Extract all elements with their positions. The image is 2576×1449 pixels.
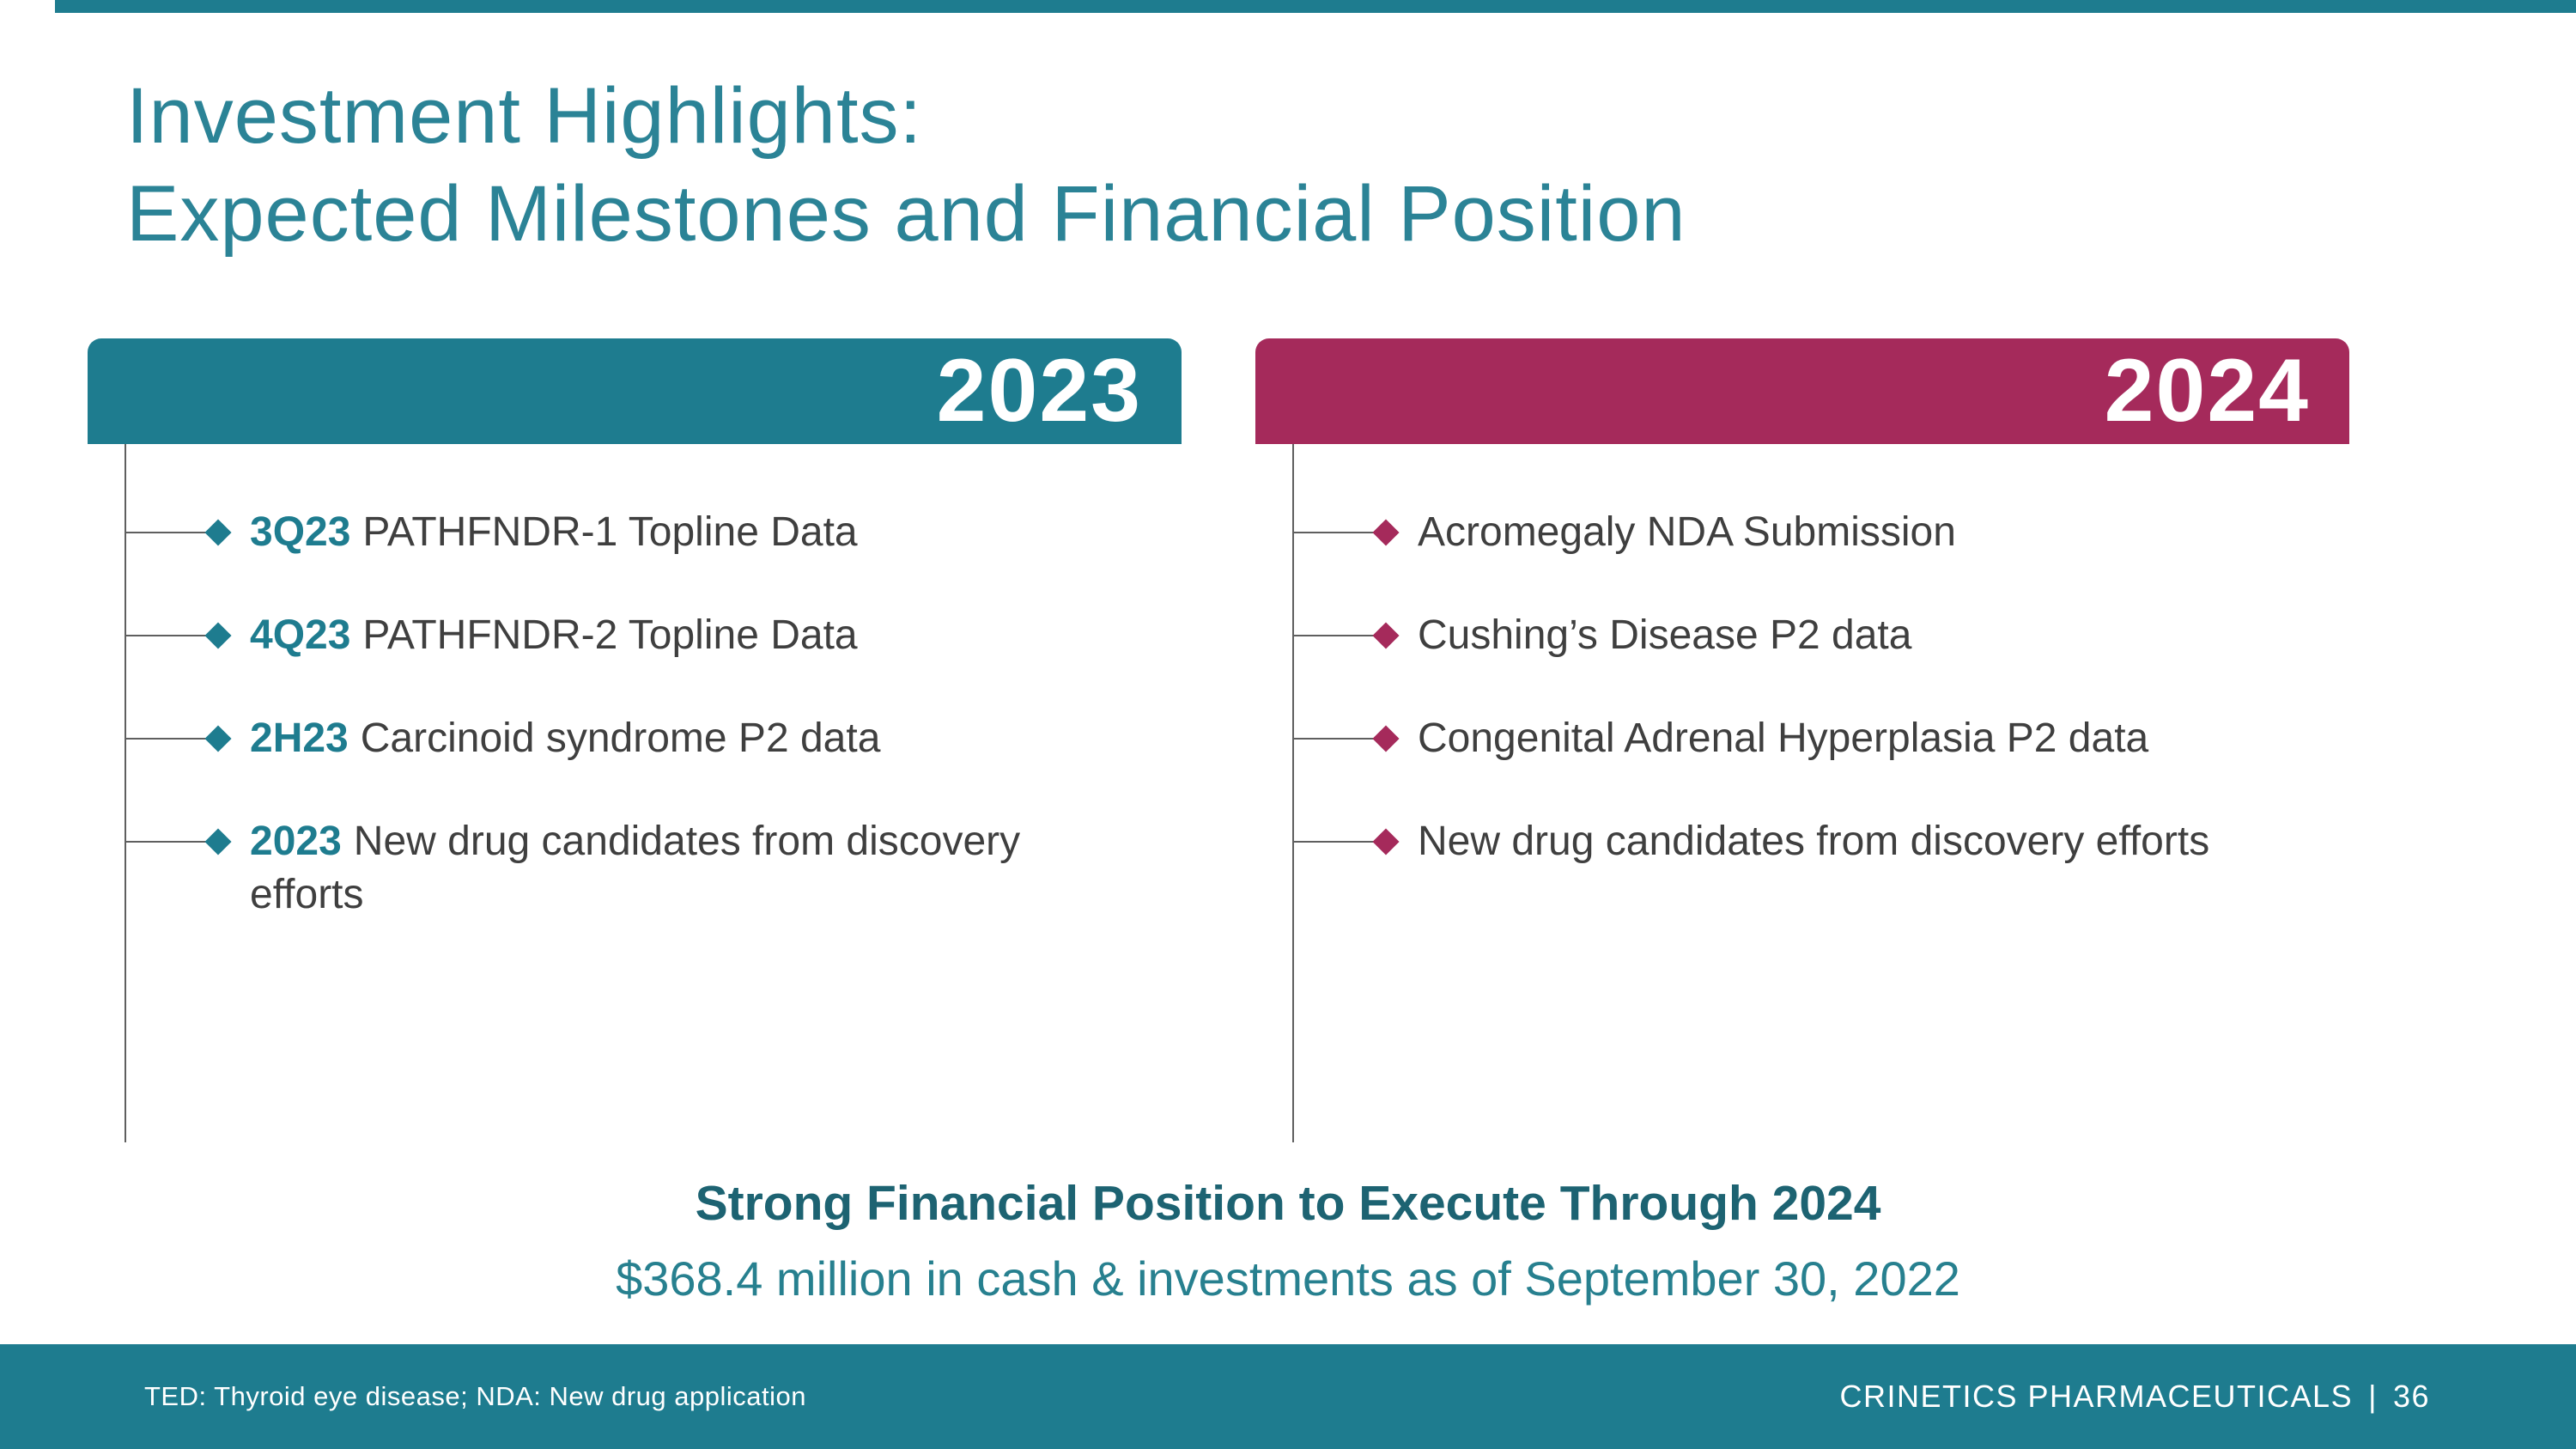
diamond-bullet-icon	[204, 828, 232, 855]
page-title: Investment Highlights: Expected Mileston…	[126, 67, 1686, 263]
milestone-text: New drug candidates from discovery effor…	[1418, 815, 2209, 868]
milestone-label: 4Q23	[250, 612, 351, 658]
milestone-text: 3Q23 PATHFNDR-1 Topline Data	[250, 506, 858, 559]
milestone-row: Acromegaly NDA Submission	[1255, 506, 2561, 559]
page-number: 36	[2392, 1379, 2430, 1414]
timeline-2024: Acromegaly NDA Submission Cushing’s Dise…	[1255, 444, 2561, 1142]
milestone-body: Cushing’s Disease P2 data	[1418, 612, 1912, 658]
financial-headline: Strong Financial Position to Execute Thr…	[695, 1176, 1881, 1231]
timeline-vertical-line	[1292, 444, 1294, 1142]
connector-line	[125, 532, 209, 533]
milestone-row: 3Q23 PATHFNDR-1 Topline Data	[88, 506, 1238, 559]
milestone-row: 2023 New drug candidates from discovery e…	[88, 815, 1238, 922]
milestone-text: Cushing’s Disease P2 data	[1418, 609, 1911, 662]
milestone-body: PATHFNDR-2 Topline Data	[362, 612, 858, 658]
footer-abbreviation-note: TED: Thyroid eye disease; NDA: New drug …	[144, 1381, 806, 1411]
milestone-row: 4Q23 PATHFNDR-2 Topline Data	[88, 609, 1238, 662]
connector-line	[1293, 841, 1376, 843]
year-label-2023: 2023	[936, 341, 1142, 441]
timeline-vertical-line	[125, 444, 126, 1142]
milestone-label: 2H23	[250, 715, 349, 761]
connector-line	[1293, 738, 1376, 740]
milestone-row: New drug candidates from discovery effor…	[1255, 815, 2561, 868]
milestone-body: Acromegaly NDA Submission	[1418, 509, 1956, 555]
financial-detail: $368.4 million in cash & investments as …	[616, 1251, 1960, 1306]
footer-bar: TED: Thyroid eye disease; NDA: New drug …	[0, 1344, 2576, 1449]
milestone-body: New drug candidates from discovery effor…	[1418, 819, 2210, 864]
top-accent-bar	[55, 0, 2576, 13]
diamond-bullet-icon	[204, 519, 232, 546]
milestone-text: Acromegaly NDA Submission	[1418, 506, 1956, 559]
milestone-text: 2H23 Carcinoid syndrome P2 data	[250, 712, 880, 765]
connector-line	[125, 841, 209, 843]
financial-position-block: Strong Financial Position to Execute Thr…	[0, 1175, 2576, 1306]
column-2023: 2023 3Q23 PATHFNDR-1 Topline Data 4Q23 PAT…	[88, 338, 1238, 1142]
milestone-text: 4Q23 PATHFNDR-2 Topline Data	[250, 609, 858, 662]
diamond-bullet-icon	[204, 725, 232, 752]
diamond-bullet-icon	[204, 622, 232, 649]
milestone-body: Congenital Adrenal Hyperplasia P2 data	[1418, 715, 2149, 761]
diamond-bullet-icon	[1372, 828, 1400, 855]
connector-line	[1293, 635, 1376, 636]
milestone-label: 2023	[250, 819, 342, 864]
title-line-1: Investment Highlights:	[126, 72, 923, 160]
diamond-bullet-icon	[1372, 519, 1400, 546]
milestone-text: Congenital Adrenal Hyperplasia P2 data	[1418, 712, 2148, 765]
connector-line	[1293, 532, 1376, 533]
column-2024: 2024 Acromegaly NDA Submission Cushing’s…	[1255, 338, 2561, 1142]
footer-brand: CRINETICS PHARMACEUTICALS | 36	[1840, 1379, 2430, 1415]
milestone-row: Congenital Adrenal Hyperplasia P2 data	[1255, 712, 2561, 765]
connector-line	[125, 738, 209, 740]
timeline-2023: 3Q23 PATHFNDR-1 Topline Data 4Q23 PATHFNDR…	[88, 444, 1238, 1142]
year-label-2024: 2024	[2104, 341, 2310, 441]
milestone-text: 2023 New drug candidates from discovery e…	[250, 815, 1109, 922]
milestone-row: 2H23 Carcinoid syndrome P2 data	[88, 712, 1238, 765]
diamond-bullet-icon	[1372, 622, 1400, 649]
year-header-2024: 2024	[1255, 338, 2349, 444]
milestone-body: New drug candidates from discovery effor…	[250, 819, 1021, 917]
milestone-body: Carcinoid syndrome P2 data	[360, 715, 881, 761]
footer-separator: |	[2368, 1379, 2378, 1414]
milestone-body: PATHFNDR-1 Topline Data	[362, 509, 858, 555]
year-header-2023: 2023	[88, 338, 1182, 444]
company-name: CRINETICS PHARMACEUTICALS	[1839, 1379, 2354, 1414]
milestone-label: 3Q23	[250, 509, 351, 555]
connector-line	[125, 635, 209, 636]
title-line-2: Expected Milestones and Financial Positi…	[126, 170, 1686, 258]
milestone-row: Cushing’s Disease P2 data	[1255, 609, 2561, 662]
diamond-bullet-icon	[1372, 725, 1400, 752]
